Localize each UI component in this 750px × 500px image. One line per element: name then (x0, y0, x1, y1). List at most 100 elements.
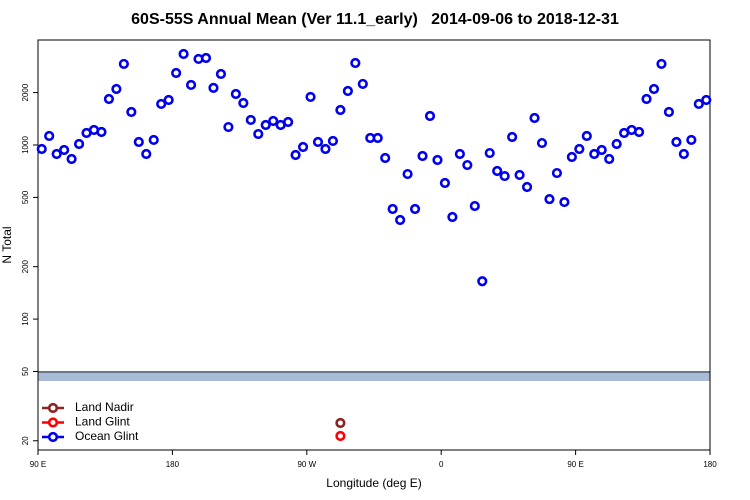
point (566, 151, 577, 163)
point (462, 159, 473, 171)
point (305, 91, 316, 103)
x-tick-label: 90 W (297, 460, 316, 469)
point (574, 143, 585, 155)
point (514, 169, 525, 181)
point (551, 167, 563, 179)
y-axis-label: N Total (0, 226, 14, 263)
x-tick-label: 180 (703, 460, 717, 469)
point (633, 126, 645, 138)
point (447, 211, 458, 223)
point (656, 58, 667, 70)
point (141, 148, 152, 160)
point (178, 48, 189, 60)
point (693, 98, 704, 110)
point (238, 97, 249, 109)
point (103, 93, 115, 105)
point (417, 150, 428, 162)
x-tick-label: 0 (439, 460, 444, 469)
point (477, 276, 488, 287)
point (208, 82, 219, 94)
point (409, 203, 421, 215)
y-tick-label: 50 (21, 366, 30, 375)
point (350, 57, 361, 69)
point (484, 147, 495, 159)
point (439, 177, 451, 189)
x-tick-label: 180 (166, 460, 180, 469)
point (253, 128, 264, 140)
point (215, 68, 227, 80)
point (230, 88, 241, 100)
point (342, 85, 353, 97)
point (536, 137, 548, 149)
point (454, 148, 465, 160)
point (387, 203, 398, 215)
point (589, 148, 600, 160)
point (200, 52, 212, 64)
point (260, 119, 271, 131)
point (521, 181, 533, 193)
point (402, 168, 413, 180)
point (507, 131, 518, 143)
legend-label: Land Nadir (75, 400, 134, 414)
point (469, 200, 480, 212)
legend-label: Land Glint (75, 415, 130, 429)
point (648, 83, 660, 95)
point (686, 134, 697, 146)
y-tick-label: 2000 (21, 83, 30, 101)
y-tick-label: 100 (21, 312, 30, 326)
point (66, 153, 77, 165)
x-tick-label: 90 E (567, 460, 583, 469)
point (283, 116, 294, 128)
point (671, 136, 682, 148)
point (133, 136, 144, 148)
point (118, 58, 129, 70)
point (499, 170, 510, 182)
point (111, 83, 122, 95)
point (424, 110, 436, 122)
point (96, 126, 107, 138)
point (596, 144, 607, 156)
chart-title: 60S-55S Annual Mean (Ver 11.1_early) 201… (131, 11, 619, 28)
point (163, 94, 174, 106)
point (290, 149, 301, 161)
legend-label: Ocean Glint (75, 429, 139, 443)
point (395, 214, 406, 226)
legend-marker (47, 417, 59, 428)
y-tick-label: 200 (21, 259, 30, 273)
point (126, 106, 137, 118)
point (432, 154, 443, 166)
point (492, 165, 503, 177)
point (320, 143, 331, 155)
x-tick-label: 90 E (30, 460, 46, 469)
point (581, 130, 592, 142)
point (223, 121, 234, 133)
point (611, 138, 622, 150)
x-axis-label: Longitude (deg E) (326, 476, 421, 490)
point (335, 430, 346, 442)
point (380, 152, 391, 164)
point (59, 144, 70, 156)
point (335, 104, 346, 116)
point (36, 143, 47, 155)
point (171, 67, 182, 79)
point (357, 78, 368, 90)
legend-marker (47, 402, 59, 414)
point (73, 138, 85, 150)
point (544, 193, 555, 205)
point (156, 98, 167, 110)
point (529, 112, 540, 124)
point (51, 148, 62, 160)
point (701, 94, 712, 106)
point (148, 134, 159, 146)
point (185, 79, 197, 91)
y-tick-label: 1000 (21, 136, 30, 154)
plot-frame (37, 39, 711, 451)
y-tick-label: 500 (21, 190, 30, 204)
point (268, 115, 279, 127)
point (297, 141, 309, 153)
legend-marker (47, 431, 59, 443)
point (372, 132, 383, 144)
point (335, 417, 346, 429)
point (327, 135, 339, 147)
